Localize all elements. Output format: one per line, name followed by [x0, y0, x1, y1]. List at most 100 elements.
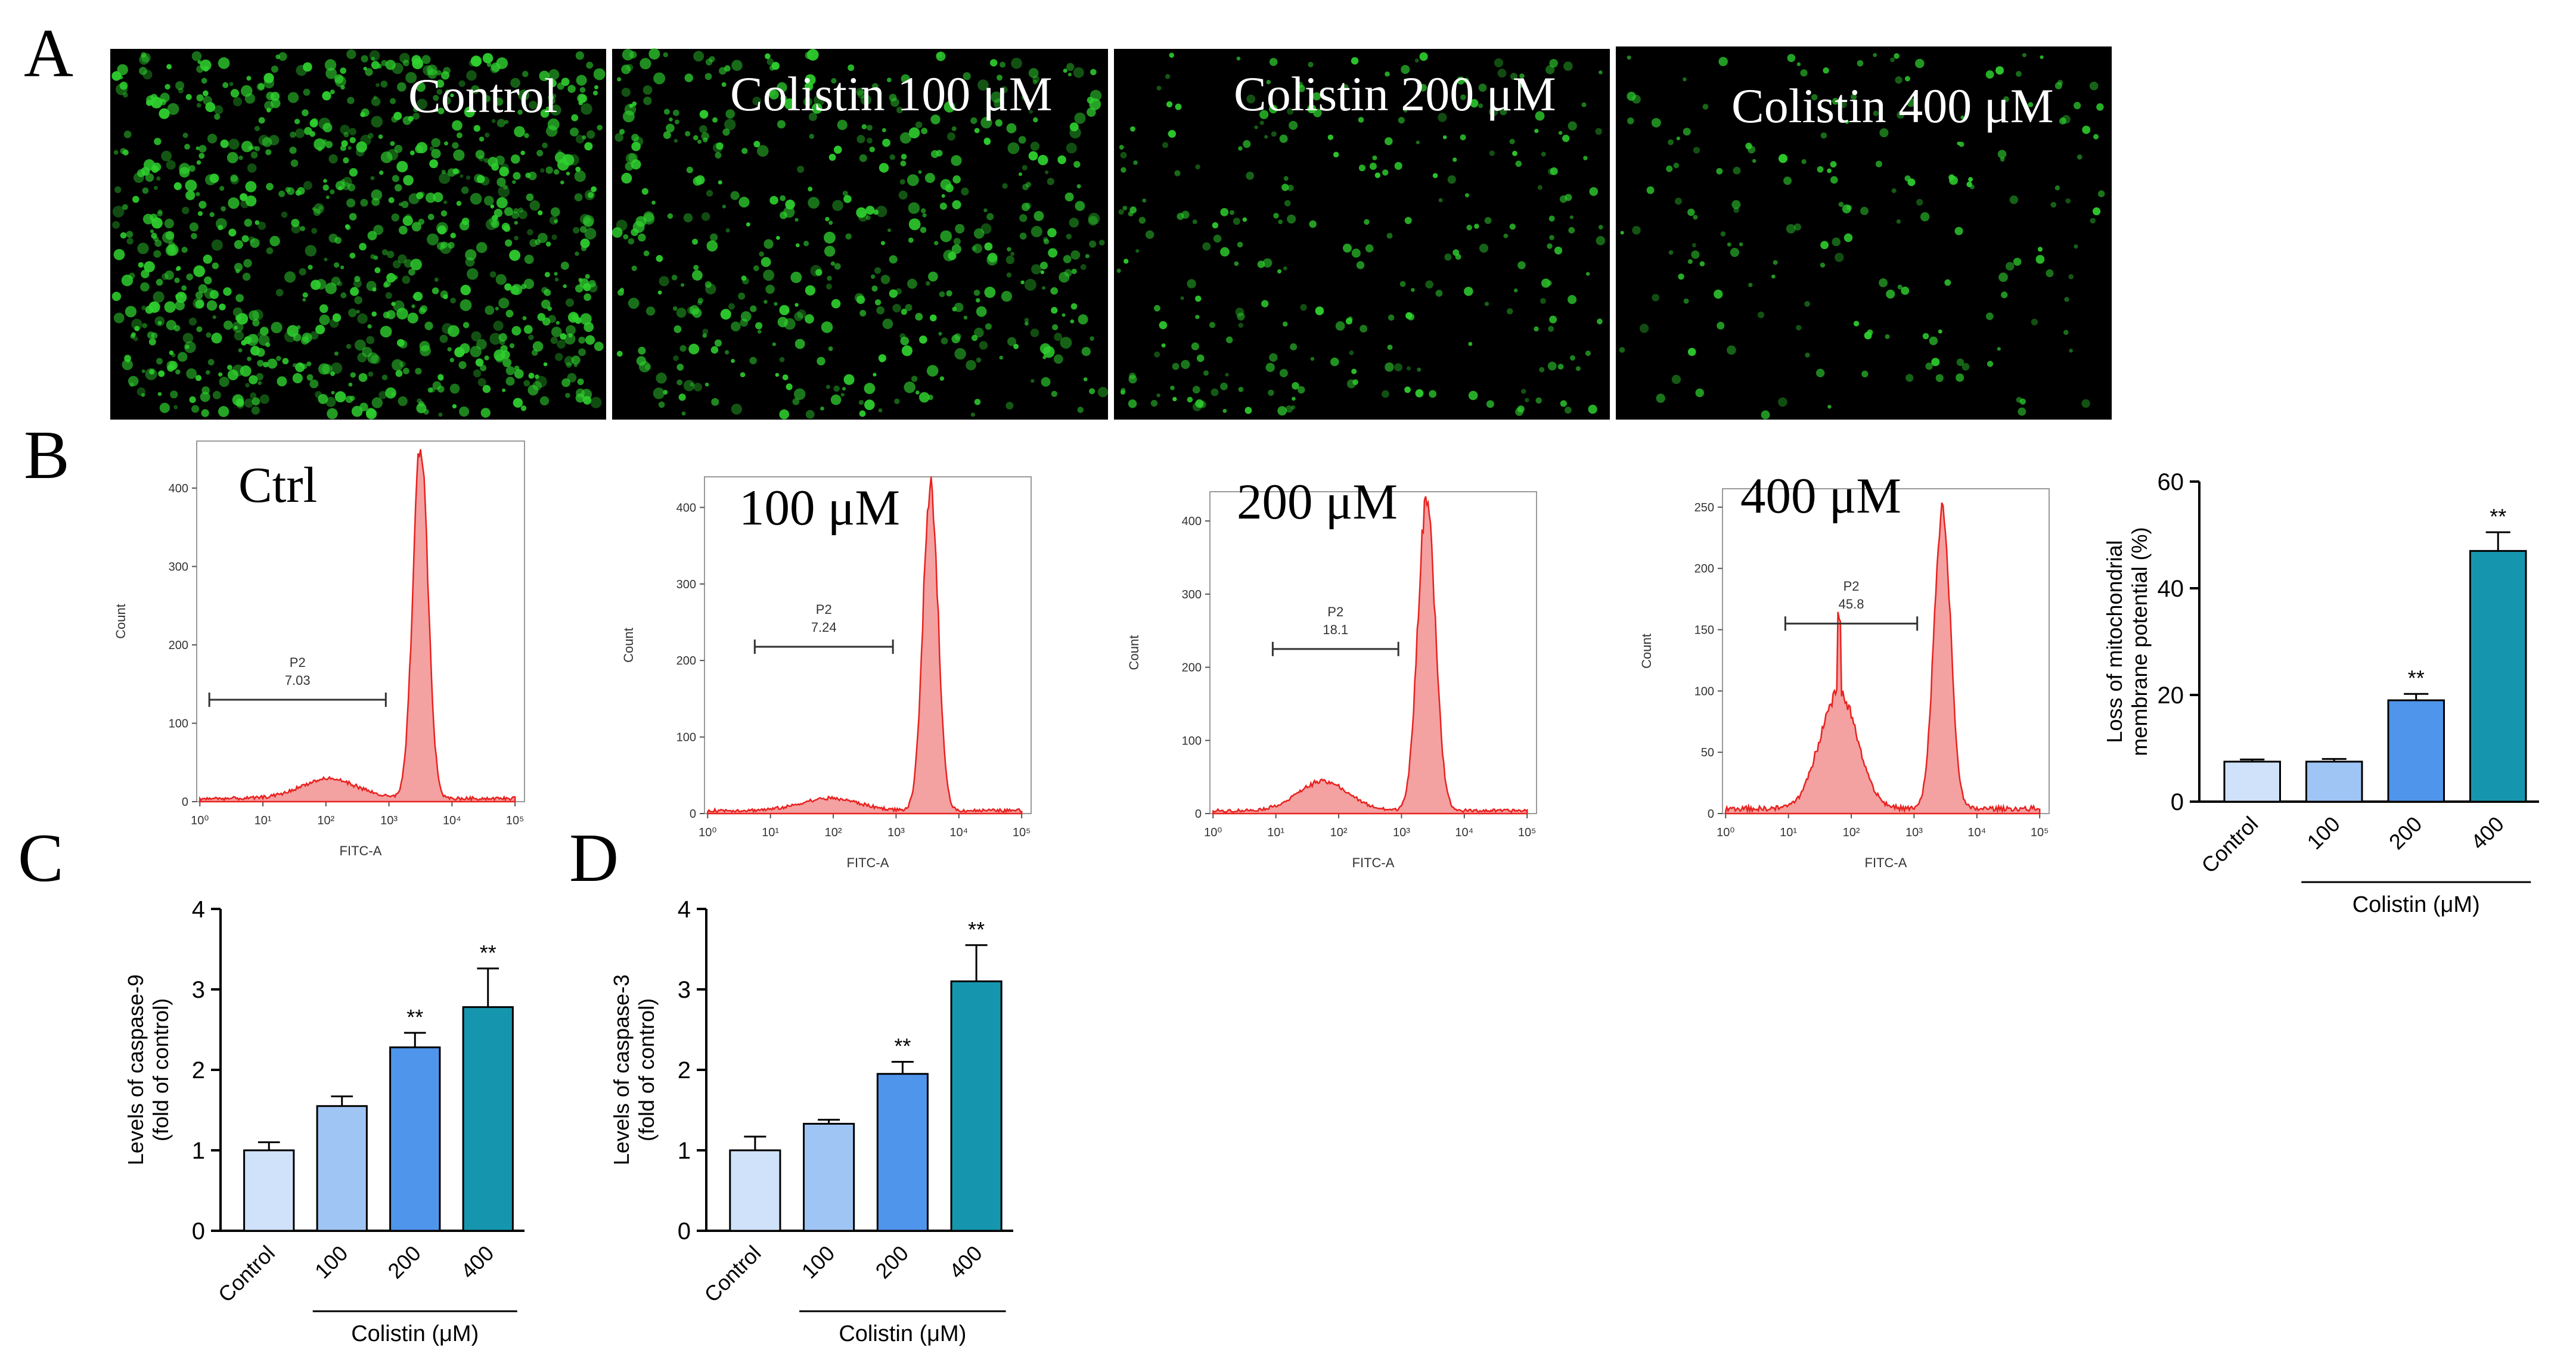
fluorescent-cell-mark [468, 60, 476, 67]
fluorescent-cell-mark [290, 131, 296, 138]
fluorescent-cell-mark [211, 239, 223, 251]
fluorescent-cell-mark [440, 290, 448, 299]
fluorescent-cell-mark [196, 160, 201, 165]
fluorescent-cell-mark [1730, 247, 1740, 257]
fluorescent-cell-mark [658, 401, 665, 408]
fluorescent-cell-mark [731, 359, 735, 363]
fluorescent-cell-mark [1589, 187, 1599, 196]
fluorescent-cell-mark [278, 190, 285, 197]
fluorescent-cell-mark [911, 375, 918, 382]
fluorescent-cell-mark [1388, 314, 1395, 321]
fluorescent-cell-mark [502, 388, 506, 392]
fluorescent-cell-mark [1671, 374, 1681, 384]
fluorescent-cell-mark [128, 272, 135, 280]
fluorescent-cell-mark [416, 192, 424, 200]
fluorescent-cell-mark [465, 257, 475, 267]
y-axis-label: Loss of mitochondrial [2102, 540, 2127, 743]
fluorescent-cell-mark [1150, 399, 1158, 407]
fluorescent-cell-mark [989, 59, 998, 67]
fluorescent-cell-mark [767, 88, 776, 96]
fluorescent-cell-mark [752, 97, 761, 105]
fluorescent-cell-mark [186, 273, 193, 281]
fluorescent-cell-mark [167, 103, 179, 115]
fluorescent-cell-mark [792, 398, 800, 405]
fluorescent-cell-mark [1386, 232, 1393, 239]
fluorescent-cell-mark [926, 365, 939, 377]
fluorescent-cell-mark [1515, 160, 1522, 167]
fluorescent-cell-mark [880, 241, 885, 246]
significance-label: ** [480, 941, 496, 965]
fluorescent-cell-mark [1565, 406, 1572, 414]
fluorescent-cell-mark [1627, 117, 1634, 125]
significance-label: ** [406, 1005, 423, 1029]
fluorescent-cell-mark [405, 213, 412, 220]
fluorescent-cell-mark [263, 73, 274, 83]
y-tick-label: 400 [1182, 515, 1202, 528]
fluorescent-cell-mark [544, 272, 550, 278]
fluorescent-cell-mark [324, 257, 328, 262]
fluorescent-cell-mark [691, 238, 699, 245]
fluorescent-cell-mark [555, 353, 563, 361]
fluorescent-cell-mark [157, 321, 162, 325]
fluorescent-cell-mark [1234, 261, 1239, 266]
fluorescent-cell-mark [1315, 306, 1324, 315]
fluorescent-cell-mark [738, 292, 746, 300]
panel-letter-b: B [24, 417, 70, 493]
fluorescent-cell-mark [1548, 325, 1554, 332]
fluorescent-cell-mark [493, 321, 504, 331]
fluorescent-cell-mark [1805, 352, 1810, 358]
fluorescent-cell-mark [2013, 257, 2022, 266]
fluorescent-cell-mark [640, 58, 651, 70]
fluorescent-cell-mark [1070, 303, 1078, 310]
fluorescent-cell-mark [1464, 287, 1473, 296]
fluorescent-cell-mark [578, 278, 583, 283]
fluorescent-cell-mark [560, 180, 564, 185]
fluorescent-cell-mark [573, 226, 580, 234]
fluorescent-cell-mark [879, 163, 889, 173]
fluorescent-cell-mark [2062, 114, 2071, 124]
fluorescent-cell-mark [578, 101, 584, 105]
fluorescent-cell-mark [693, 265, 699, 271]
fluorescent-cell-mark [688, 343, 700, 355]
fluorescent-cell-mark [1298, 85, 1305, 92]
fluorescent-cell-mark [934, 241, 939, 246]
fluorescent-cell-mark [1512, 151, 1517, 156]
fluorescent-cell-mark [669, 117, 673, 122]
fluorescent-cell-mark [1733, 207, 1739, 213]
fluorescent-cell-mark [1007, 142, 1020, 154]
fluorescent-cell-mark [259, 327, 269, 336]
fluorescent-cell-mark [731, 404, 742, 415]
fluorescent-cell-mark [721, 82, 727, 87]
fluorescent-cell-mark [750, 305, 757, 312]
fluorescent-cell-mark [262, 137, 272, 147]
fluorescent-cell-mark [643, 250, 650, 256]
fluorescent-cell-mark [1692, 243, 1696, 248]
fluorescent-cell-mark [1575, 366, 1581, 371]
fluorescent-cell-mark [588, 192, 594, 198]
fluorescent-cell-mark [725, 109, 735, 119]
fluorescent-cell-mark [1181, 359, 1190, 370]
fluorescent-cell-mark [267, 358, 278, 369]
fluorescent-cell-mark [238, 348, 243, 353]
fluorescent-cell-mark [181, 285, 187, 291]
fluorescent-cell-mark [880, 275, 890, 284]
fluorescent-cell-mark [235, 294, 244, 302]
fluorescent-cell-mark [1415, 389, 1424, 398]
fluorescent-cell-mark [943, 250, 955, 262]
fluorescent-cell-mark [1166, 101, 1173, 108]
fluorescent-cell-mark [983, 137, 991, 145]
fluorescent-cell-mark [1438, 198, 1443, 203]
fluorescent-cell-mark [367, 352, 378, 364]
fluorescent-cell-mark [557, 340, 566, 349]
fluorescent-cell-mark [1287, 108, 1294, 115]
fluorescent-cell-mark [922, 213, 927, 218]
fluorescent-cell-mark [704, 382, 709, 387]
fluorescent-cell-mark [303, 181, 312, 190]
fluorescent-cell-mark [223, 287, 232, 296]
y-tick-label: 200 [1694, 563, 1714, 576]
fluorescent-cell-mark [1525, 398, 1529, 403]
fluorescent-cell-mark [1000, 61, 1006, 68]
fluorescent-cell-mark [1488, 107, 1498, 117]
fluorescent-cell-mark [706, 190, 713, 197]
bar [803, 1122, 855, 1232]
